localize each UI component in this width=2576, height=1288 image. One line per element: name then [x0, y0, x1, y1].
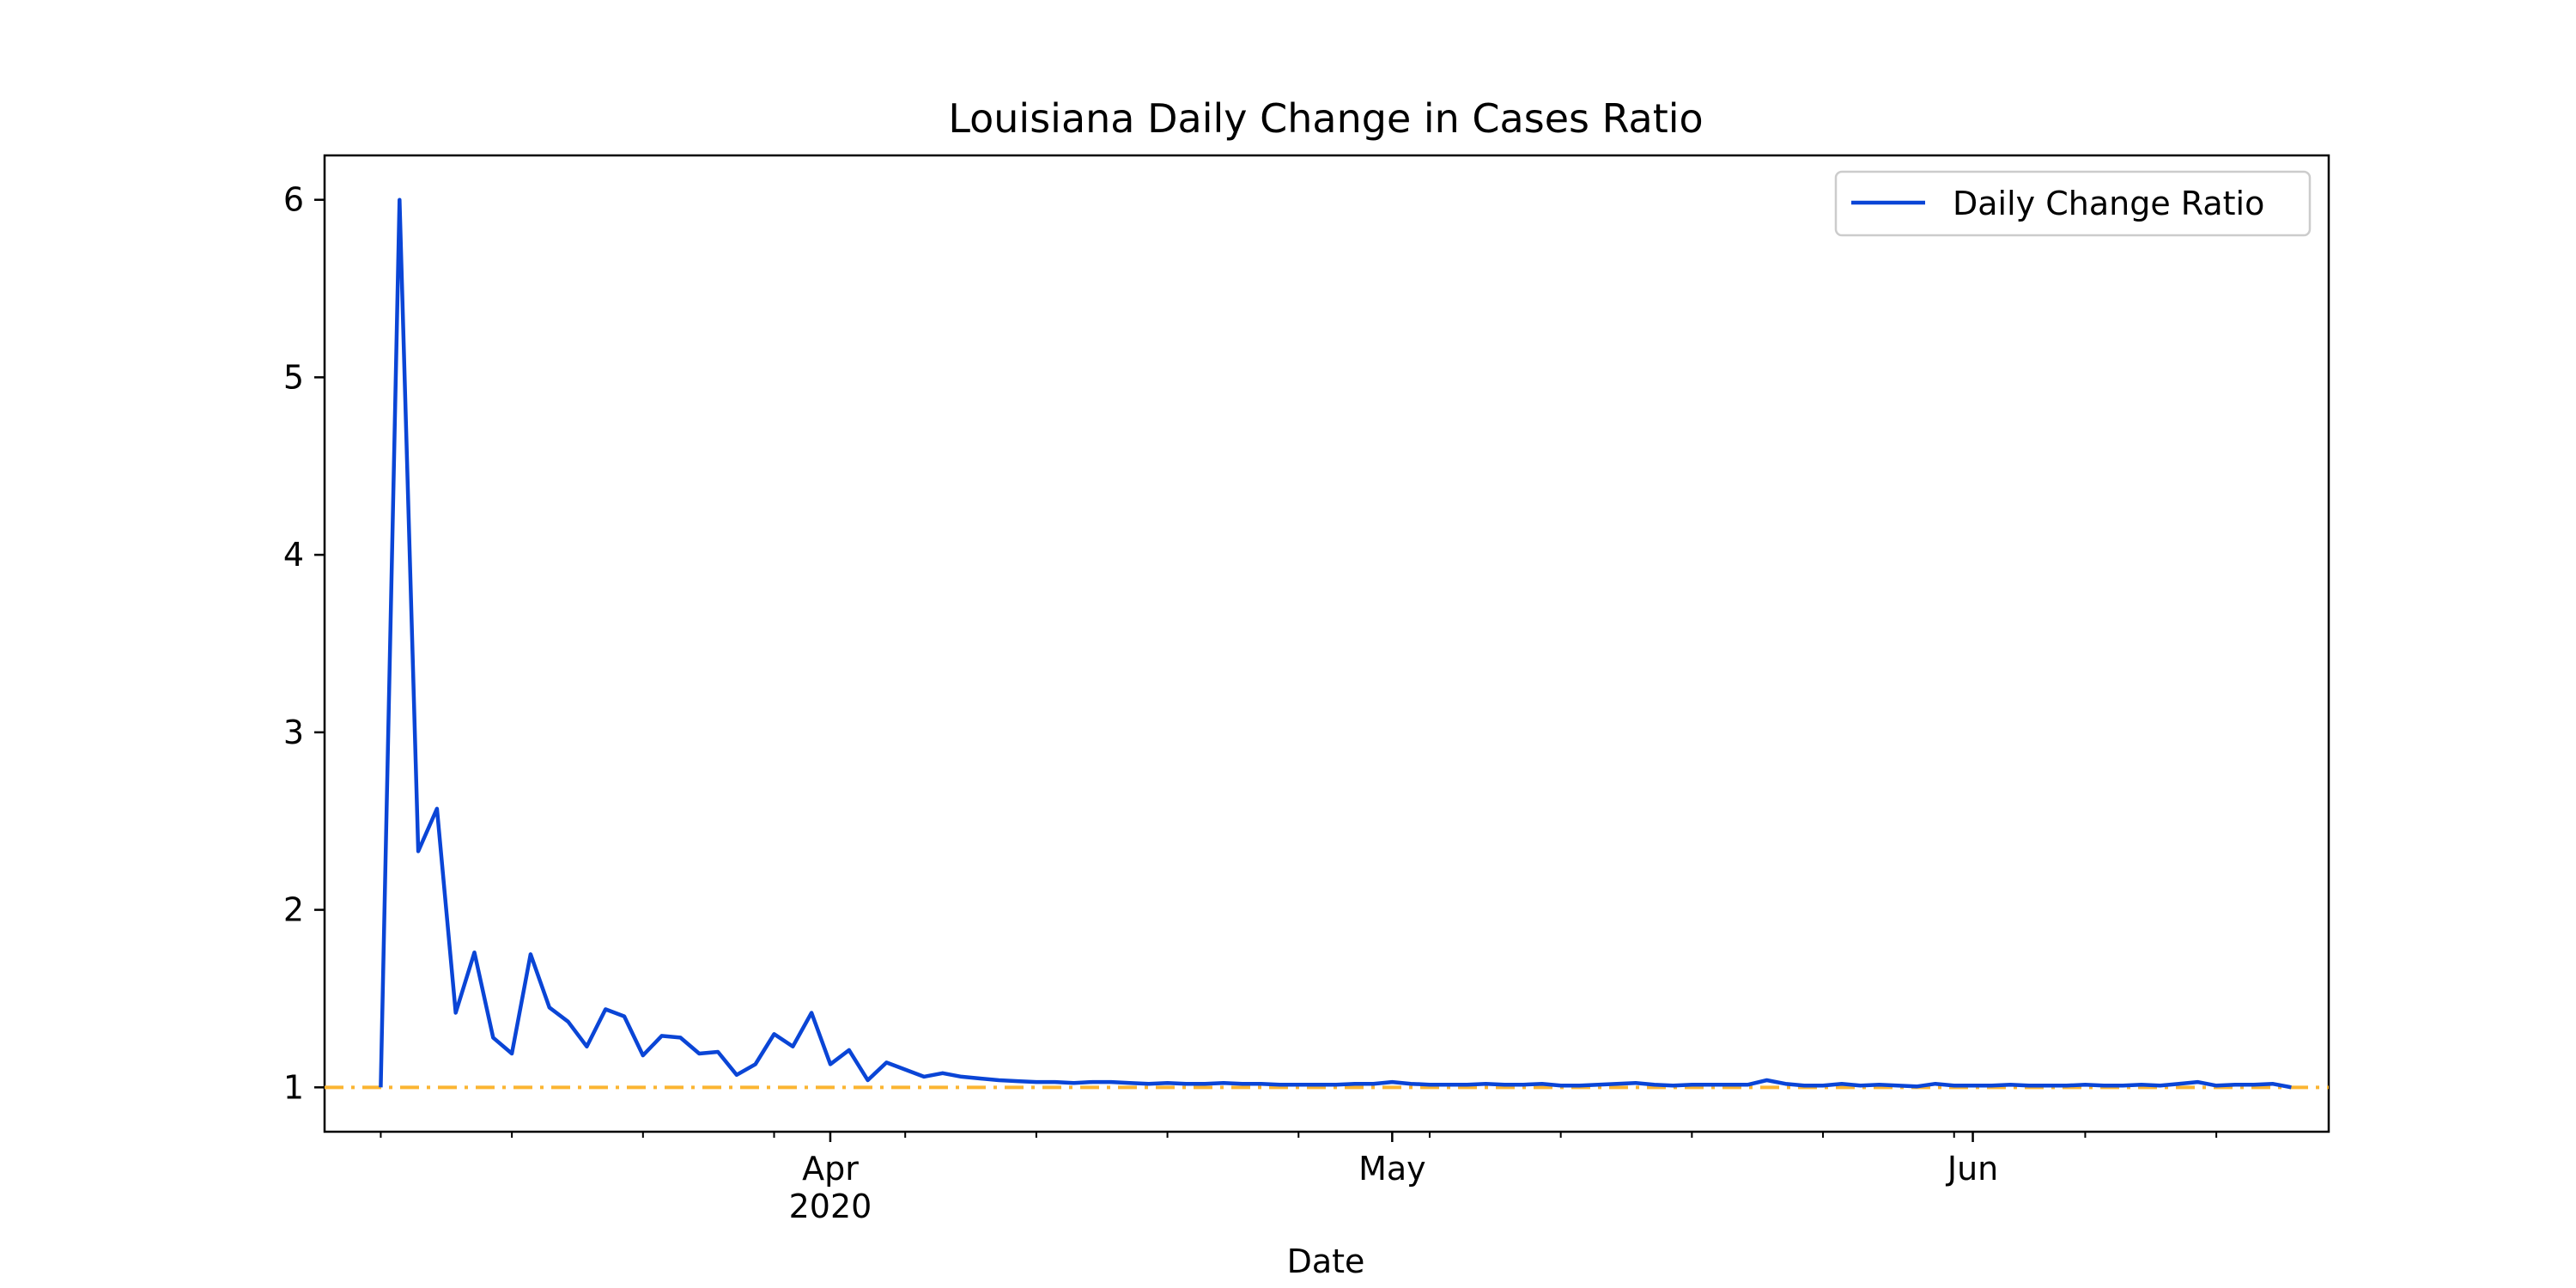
- y-tick-label-1: 1: [283, 1068, 304, 1106]
- y-tick-label-6: 6: [283, 181, 304, 219]
- y-tick-label-2: 2: [283, 891, 304, 929]
- data-points: [380, 199, 2292, 1088]
- plot-area: [323, 154, 2330, 1133]
- y-tick-label-3: 3: [283, 714, 304, 751]
- x-tick-label-may: May: [1358, 1150, 1426, 1188]
- chart-title: Louisiana Daily Change in Cases Ratio: [948, 95, 1703, 142]
- y-tick-label-5: 5: [283, 358, 304, 396]
- series-line: [379, 197, 2292, 1090]
- x-tick-label-jun: Jun: [1946, 1150, 1998, 1188]
- x-tick-label-apr: Apr: [802, 1150, 859, 1188]
- x-tick-sublabel-apr: 2020: [789, 1188, 872, 1225]
- legend: Daily Change Ratio: [1834, 170, 2312, 237]
- legend-label: Daily Change Ratio: [1953, 185, 2264, 222]
- y-axis: 1 2 3 4 5 6: [283, 181, 325, 1106]
- legend-box: [1834, 170, 2312, 237]
- plot-frame: [323, 154, 2330, 1133]
- x-axis-label: Date: [1287, 1242, 1365, 1280]
- y-tick-label-4: 4: [283, 536, 304, 574]
